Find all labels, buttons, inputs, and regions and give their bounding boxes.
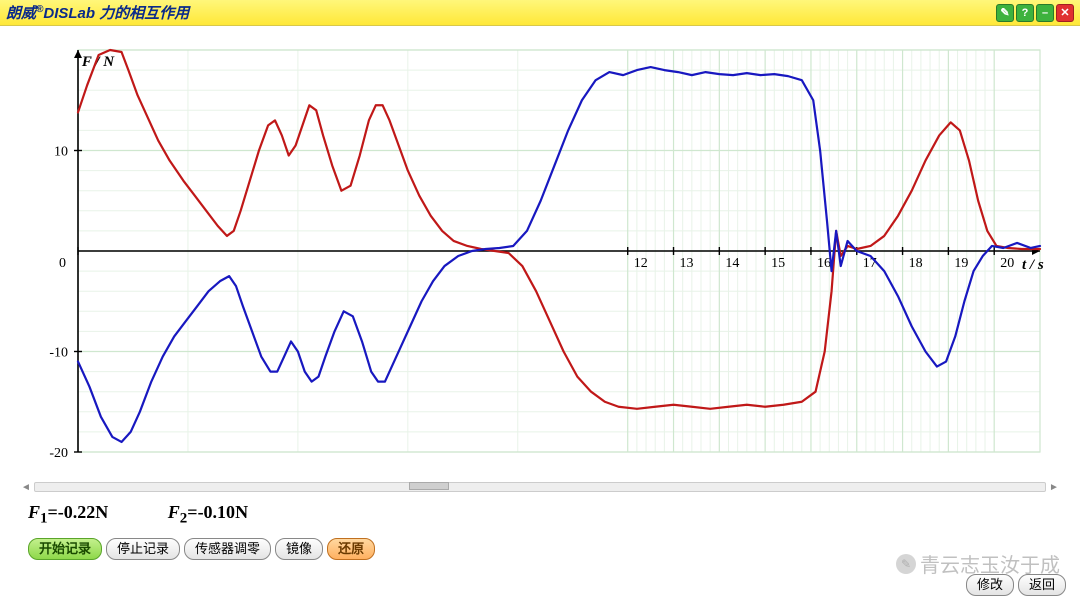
watermark: ✎ 青云志玉汝于成 [896,549,1060,578]
svg-text:-20: -20 [49,446,68,461]
f1-readout: F1 = -0.22 N [28,502,108,528]
f2-equals: = [187,502,197,523]
close-icon[interactable]: ✕ [1056,4,1074,22]
f2-unit: N [235,502,248,523]
stop-record-button[interactable]: 停止记录 [106,538,180,560]
edit-icon[interactable]: ✎ [996,4,1014,22]
start-record-button[interactable]: 开始记录 [28,538,102,560]
f2-symbol: F [168,502,180,523]
app-title: 朗威®DISLab 力的相互作用 [6,2,189,23]
title-suffix: DISLab 力的相互作用 [43,5,189,22]
svg-text:15: 15 [771,256,785,271]
svg-text:13: 13 [680,256,694,271]
mirror-button[interactable]: 镜像 [275,538,323,560]
restore-button[interactable]: 还原 [327,538,375,560]
f1-unit: N [95,502,108,523]
svg-text:18: 18 [909,256,923,271]
f2-readout: F2 = -0.10 N [168,502,248,528]
scroll-thumb[interactable] [409,482,449,490]
svg-text:20: 20 [1000,256,1014,271]
svg-text:12: 12 [634,256,648,271]
svg-text:16: 16 [817,256,831,271]
svg-text:19: 19 [954,256,968,271]
title-bar: 朗威®DISLab 力的相互作用 ✎ ? – ✕ [0,0,1080,26]
svg-text:10: 10 [54,145,68,160]
f2-value: -0.10 [198,502,236,523]
svg-text:14: 14 [725,256,739,271]
watermark-text: 青云志玉汝于成 [920,549,1060,578]
scroll-track[interactable] [34,482,1046,492]
f1-equals: = [48,502,58,523]
title-prefix: 朗威 [6,5,36,22]
f2-subscript: 2 [180,511,188,527]
force-time-chart: 0121314151617181920-20-1010F / Nt / s [20,36,1060,476]
svg-text:17: 17 [863,256,877,271]
f1-symbol: F [28,502,40,523]
f1-subscript: 1 [40,511,48,527]
chart-container: 0121314151617181920-20-1010F / Nt / s [0,26,1080,480]
svg-text:-10: -10 [49,346,68,361]
scroll-right-icon[interactable]: ► [1048,481,1060,493]
help-icon[interactable]: ? [1016,4,1034,22]
minimize-icon[interactable]: – [1036,4,1054,22]
force-readouts: F1 = -0.22 N F2 = -0.10 N [0,494,1080,534]
window-controls: ✎ ? – ✕ [996,4,1074,22]
f1-value: -0.22 [58,502,96,523]
watermark-icon: ✎ [896,554,916,574]
svg-text:0: 0 [59,256,66,271]
sensor-zero-button[interactable]: 传感器调零 [184,538,271,560]
svg-text:t / s: t / s [1022,257,1044,273]
scroll-left-icon[interactable]: ◄ [20,481,32,493]
horizontal-scrollbar[interactable]: ◄ ► [0,480,1080,494]
